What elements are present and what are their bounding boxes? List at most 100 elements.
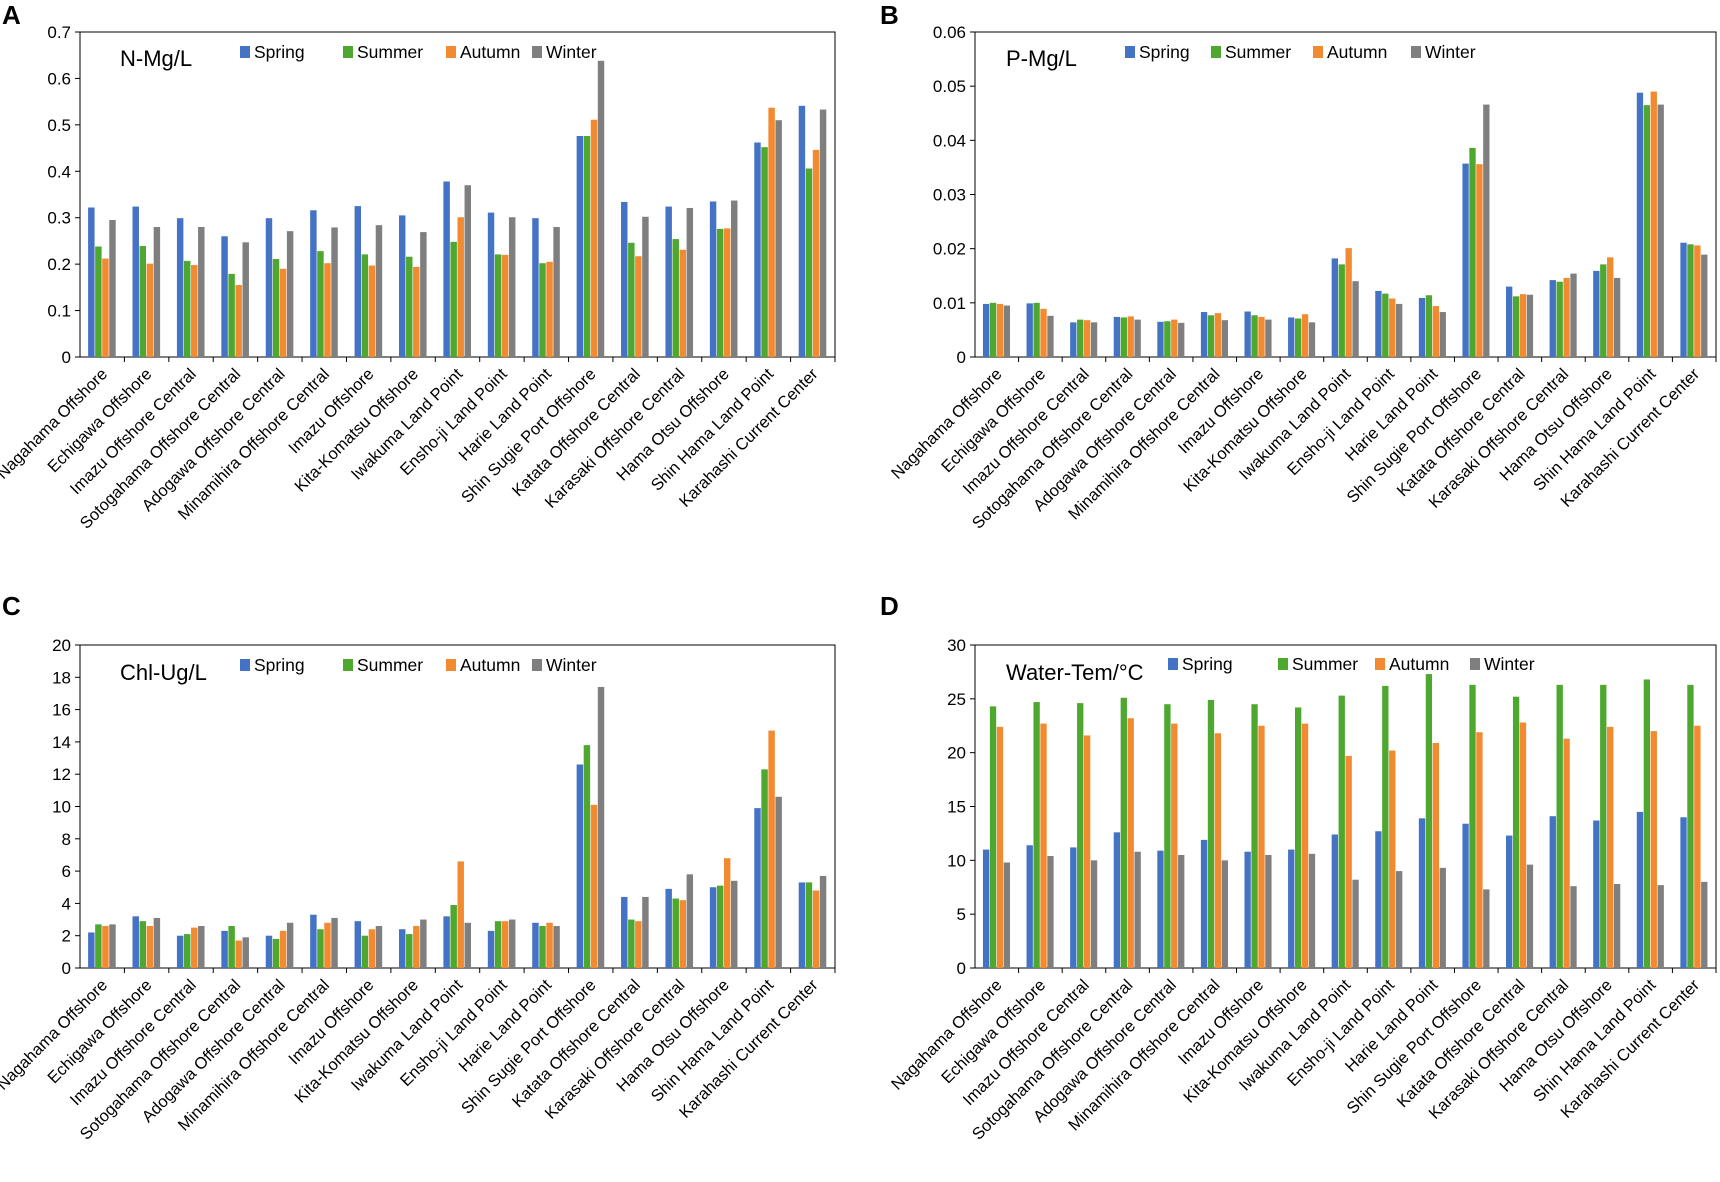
bar-autumn (501, 254, 509, 357)
bar-summer (450, 241, 457, 357)
bar-winter (1047, 315, 1054, 357)
bar-autumn (1040, 723, 1047, 968)
bar-spring (1418, 297, 1426, 357)
bar-winter (1221, 320, 1228, 357)
bar-spring (982, 849, 990, 968)
y-tick-label: 0.04 (933, 131, 966, 150)
bar-autumn (812, 890, 820, 968)
bar-winter (819, 109, 827, 358)
x-category-label: Sotogahama Offshore Central (77, 365, 245, 533)
bar-autumn (1389, 750, 1396, 968)
bar-summer (406, 256, 413, 357)
bar-summer (716, 228, 724, 357)
bar-winter (286, 231, 294, 357)
legend-swatch-summer (343, 659, 353, 671)
bar-summer (628, 242, 635, 357)
bar-summer (494, 921, 502, 968)
bar-autumn (996, 303, 1004, 357)
bar-winter (1308, 322, 1316, 357)
legend-label-autumn: Autumn (1389, 654, 1449, 674)
bar-spring (665, 888, 672, 968)
bar-winter (731, 880, 738, 968)
bar-summer (361, 254, 369, 357)
bar-winter (1613, 884, 1621, 968)
bar-spring (1418, 818, 1426, 968)
bar-autumn (1650, 731, 1657, 968)
bar-spring (1157, 850, 1164, 968)
bar-winter (420, 232, 427, 357)
bar-winter (819, 875, 827, 968)
bar-winter (198, 926, 205, 968)
bar-spring (532, 218, 539, 357)
legend-label-summer: Summer (357, 42, 423, 62)
bar-winter (375, 926, 383, 968)
bar-summer (228, 273, 235, 357)
bar-winter (1657, 885, 1664, 968)
bar-summer (139, 246, 147, 357)
bar-winter (109, 220, 116, 357)
bar-spring (398, 929, 406, 968)
bar-summer (139, 921, 147, 968)
bar-winter (1526, 294, 1534, 357)
bar-spring (176, 935, 184, 968)
bar-spring (1113, 316, 1121, 357)
bar-spring (576, 764, 584, 968)
bar-spring (1070, 847, 1077, 968)
legend-label-winter: Winter (546, 655, 597, 675)
bar-summer (1120, 317, 1127, 357)
bar-winter (1178, 322, 1185, 357)
bar-summer (672, 898, 679, 968)
bar-autumn (102, 258, 109, 357)
y-tick-label: 0.5 (47, 116, 71, 135)
bar-summer (805, 168, 813, 357)
bar-autumn (1214, 733, 1222, 968)
bar-summer (1164, 704, 1171, 968)
bar-autumn (501, 921, 509, 968)
bar-summer (1164, 321, 1171, 357)
bar-summer (1338, 695, 1345, 968)
bar-summer (989, 706, 997, 968)
bar-autumn (1083, 320, 1091, 357)
bar-spring (310, 914, 317, 968)
legend-swatch-spring (240, 46, 250, 58)
bar-spring (1593, 270, 1600, 357)
x-category-label: Sotogahama Offshore Central (969, 976, 1137, 1144)
bar-autumn (146, 263, 154, 357)
bar-autumn (546, 922, 553, 968)
bar-spring (621, 896, 628, 968)
legend-swatch-winter (1470, 658, 1480, 670)
bar-summer (1294, 318, 1302, 357)
bar-winter (1396, 871, 1403, 968)
bar-spring (1636, 92, 1644, 358)
bar-autumn (812, 149, 820, 357)
bar-summer (228, 926, 235, 968)
bar-summer (1556, 684, 1563, 968)
bar-winter (1090, 860, 1098, 968)
bar-autumn (1171, 723, 1178, 968)
bar-spring (1200, 839, 1208, 968)
bar-winter (1134, 851, 1141, 968)
bar-spring (1506, 835, 1513, 968)
bar-autumn (768, 107, 775, 357)
bar-autumn (1563, 738, 1570, 968)
bar-winter (1396, 303, 1403, 357)
y-tick-label: 0.2 (47, 255, 71, 274)
legend-label-winter: Winter (1484, 654, 1535, 674)
bar-summer (989, 302, 997, 357)
panel-label: A (2, 0, 21, 30)
bar-winter (553, 926, 560, 968)
bar-autumn (413, 266, 420, 357)
bar-autumn (457, 217, 464, 357)
bar-summer (272, 938, 280, 968)
y-tick-label: 0.7 (47, 23, 71, 42)
bar-summer (1425, 295, 1433, 357)
bar-spring (1462, 163, 1469, 357)
bar-autumn (1258, 316, 1265, 357)
bar-spring (1331, 258, 1338, 357)
bar-autumn (723, 858, 731, 968)
legend-swatch-autumn (446, 659, 456, 671)
bar-autumn (102, 926, 109, 968)
bar-summer (1512, 696, 1520, 968)
